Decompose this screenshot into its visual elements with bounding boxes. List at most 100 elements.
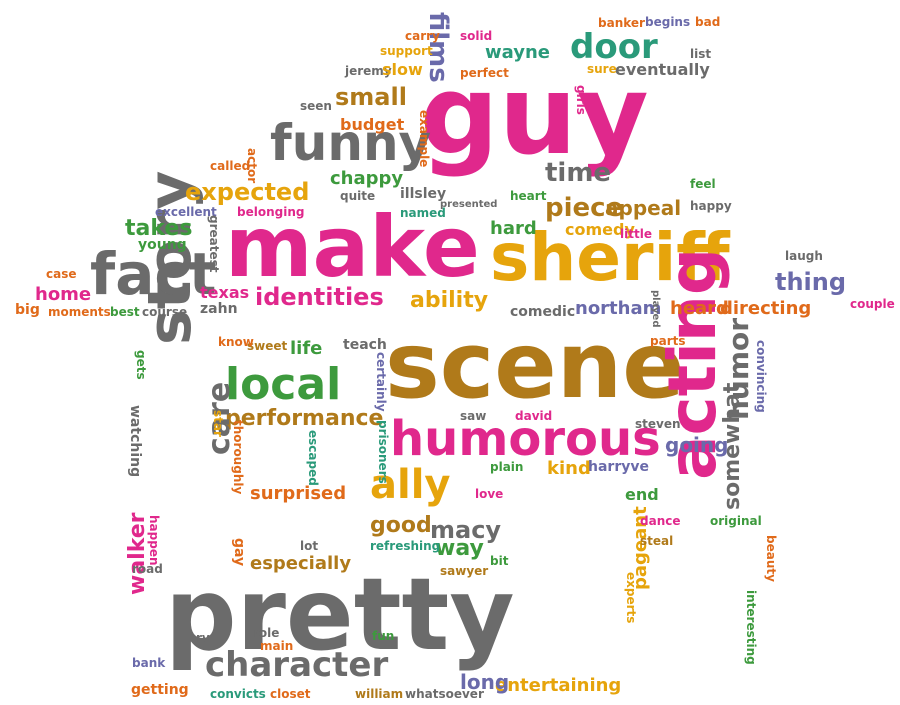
word-performance: performance bbox=[225, 406, 384, 431]
word-beauty: beauty bbox=[764, 535, 778, 582]
word-convicts: convicts bbox=[210, 687, 266, 701]
word-presented: presented bbox=[440, 199, 498, 210]
word-long: long bbox=[460, 670, 510, 694]
word-pretty: pretty bbox=[165, 556, 515, 673]
word-main: main bbox=[260, 639, 294, 653]
word-support: support bbox=[380, 44, 433, 58]
word-scene: scene bbox=[385, 312, 685, 419]
word-steal: steal bbox=[640, 534, 674, 548]
word-carry: carry bbox=[405, 29, 440, 43]
word-begins: begins bbox=[645, 15, 691, 29]
word-end: end bbox=[625, 485, 659, 504]
word-comedy: comedy bbox=[565, 220, 635, 239]
word-convincing: convincing bbox=[754, 340, 768, 413]
word-going: going bbox=[665, 433, 729, 457]
word-door: door bbox=[570, 27, 658, 67]
word-feel: feel bbox=[690, 177, 716, 191]
word-girls: girls bbox=[574, 85, 588, 115]
word-interesting: interesting bbox=[744, 590, 758, 665]
word-wayne: wayne bbox=[485, 42, 550, 63]
word-case: case bbox=[46, 267, 77, 281]
word-illsley: illsley bbox=[400, 186, 447, 202]
word-played: played bbox=[650, 290, 661, 328]
word-star: star bbox=[211, 410, 225, 437]
word-directing: directing bbox=[720, 298, 812, 319]
word-road: road bbox=[132, 562, 163, 576]
word-takes: takes bbox=[125, 216, 193, 241]
word-big: big bbox=[15, 302, 40, 318]
word-parts: parts bbox=[650, 334, 686, 348]
word-comedic: comedic bbox=[510, 304, 576, 320]
word-prisoners: prisoners bbox=[376, 420, 390, 484]
word-list: list bbox=[690, 47, 712, 61]
word-thing: thing bbox=[775, 268, 847, 296]
word-actor: actor bbox=[245, 148, 259, 184]
word-original: original bbox=[710, 514, 762, 528]
word-teach: teach bbox=[343, 337, 387, 353]
word-ally: ally bbox=[370, 462, 451, 508]
word-macy: macy bbox=[430, 516, 502, 544]
word-good: good bbox=[370, 513, 432, 538]
word-ability: ability bbox=[410, 288, 489, 313]
word-texas: texas bbox=[200, 283, 250, 302]
word-northam: northam bbox=[575, 298, 662, 319]
word-young: young bbox=[138, 237, 187, 253]
word-gay: gay bbox=[231, 538, 247, 567]
word-named: named bbox=[400, 206, 446, 220]
word-william: william bbox=[355, 687, 404, 701]
word-humorous: humorous bbox=[390, 411, 661, 467]
word-banker: banker bbox=[598, 16, 645, 30]
word-fact: fact bbox=[90, 240, 217, 308]
word-watching: watching bbox=[127, 405, 143, 478]
word-hard: hard bbox=[490, 218, 537, 239]
word-character: character bbox=[205, 645, 389, 685]
word-make: make bbox=[225, 198, 480, 296]
word-greatest: greatest bbox=[207, 215, 221, 273]
word-kind: kind bbox=[547, 458, 591, 479]
word-course: course bbox=[142, 305, 188, 319]
word-walker: walker bbox=[125, 512, 150, 595]
word-appeal: appeal bbox=[605, 196, 682, 220]
word-quite: quite bbox=[340, 189, 376, 203]
word-laugh: laugh bbox=[785, 249, 823, 263]
word-escaped: escaped bbox=[306, 430, 320, 486]
word-fun: fun bbox=[372, 629, 395, 643]
word-bad: bad bbox=[695, 15, 721, 29]
word-sawyer: sawyer bbox=[440, 564, 489, 578]
word-harryve: harryve bbox=[588, 459, 649, 475]
word-love: love bbox=[475, 487, 504, 501]
word-budget: budget bbox=[340, 115, 405, 134]
word-life: life bbox=[290, 338, 323, 359]
word-eventually: eventually bbox=[615, 60, 710, 79]
word-sure: sure bbox=[587, 62, 617, 76]
word-plain: plain bbox=[490, 460, 524, 474]
word-gets: gets bbox=[134, 350, 148, 380]
word-funny: funny bbox=[270, 114, 432, 172]
word-certainly: certainly bbox=[374, 352, 388, 412]
word-moments: moments bbox=[48, 305, 111, 319]
word-slow: slow bbox=[382, 60, 423, 79]
word-time: time bbox=[545, 158, 612, 188]
word-perfect: perfect bbox=[460, 66, 509, 80]
word-know: know bbox=[218, 335, 254, 349]
word-solid: solid bbox=[460, 29, 493, 43]
word-heart: heart bbox=[510, 189, 547, 203]
word-dance: dance bbox=[640, 514, 681, 528]
word-role: role bbox=[253, 626, 280, 640]
word-refreshing: refreshing bbox=[370, 539, 441, 553]
word-way: way bbox=[435, 536, 484, 561]
word-excellent: excellent bbox=[155, 205, 217, 219]
word-bank: bank bbox=[132, 656, 166, 670]
word-small: small bbox=[335, 83, 407, 111]
word-sweet: sweet bbox=[247, 339, 288, 353]
word-rv: rv bbox=[196, 631, 210, 645]
word-experts: experts bbox=[624, 572, 638, 624]
word-lot: lot bbox=[300, 539, 319, 553]
word-surprised: surprised bbox=[250, 483, 347, 504]
word-entertaining: entertaining bbox=[495, 675, 622, 696]
word-guy: guy bbox=[420, 51, 649, 179]
word-especially: especially bbox=[250, 553, 352, 574]
word-sheriff: sheriff bbox=[490, 219, 730, 296]
word-jeremy: jeremy bbox=[345, 64, 392, 78]
word-closet: closet bbox=[270, 687, 311, 701]
